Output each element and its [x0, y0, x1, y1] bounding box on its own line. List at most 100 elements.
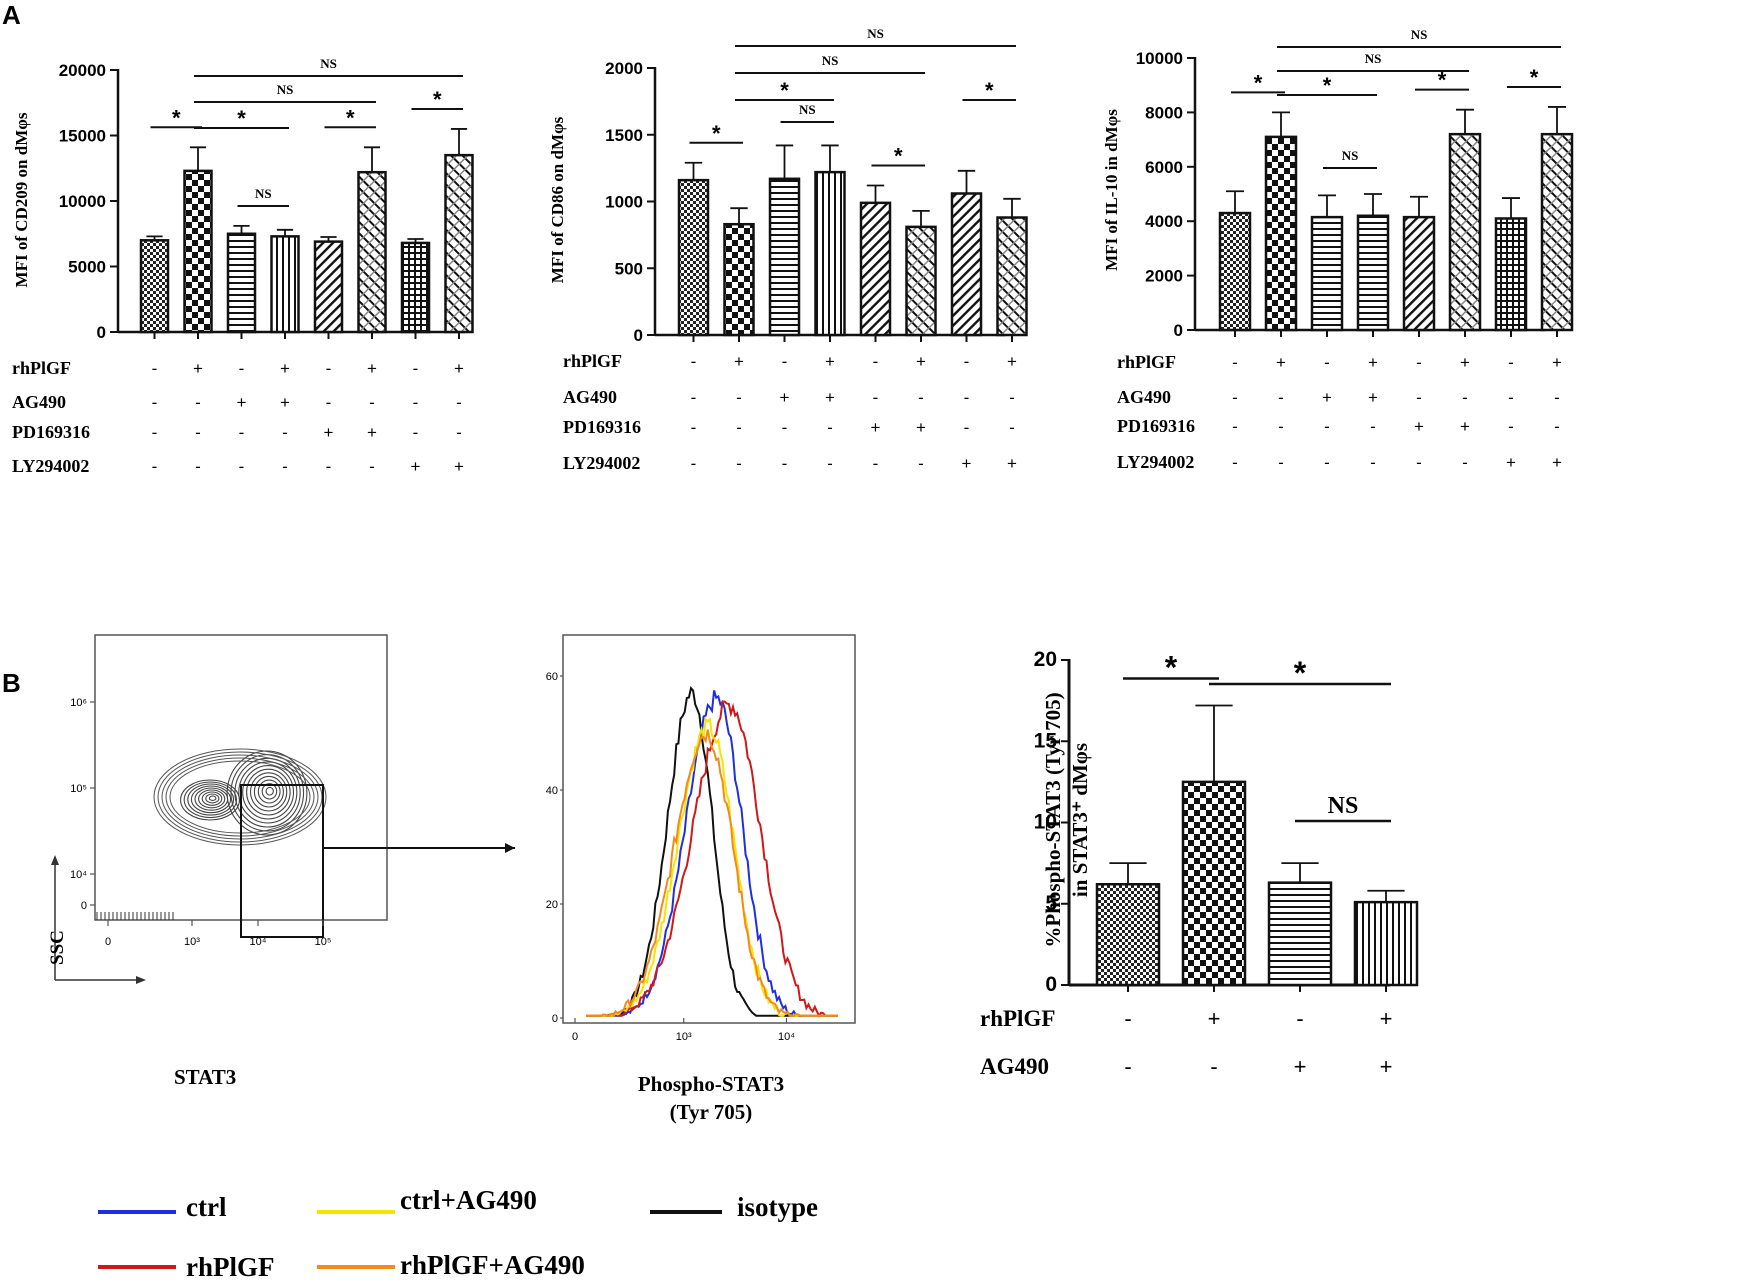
- bar: [1448, 132, 1482, 332]
- factor-sign: -: [1296, 1006, 1303, 1031]
- factor-sign: -: [1324, 417, 1330, 436]
- factor-sign: +: [1294, 1054, 1307, 1079]
- factor-sign: -: [1416, 388, 1422, 407]
- significance-label: NS: [867, 26, 884, 41]
- y-axis-label: %Phospho-STAT3 (Tyr 705): [1041, 692, 1065, 947]
- legend-label-ctrl-ag490: ctrl+AG490: [400, 1185, 537, 1215]
- factor-sign: -: [736, 418, 742, 437]
- factor-sign: -: [782, 418, 788, 437]
- bar: [723, 222, 755, 337]
- factor-sign: -: [1462, 453, 1468, 472]
- histogram-frame: [562, 634, 856, 1024]
- factor-sign: -: [873, 352, 879, 371]
- significance-label: *: [1323, 73, 1332, 98]
- significance-label: *: [894, 143, 903, 168]
- factor-sign: +: [1208, 1006, 1221, 1031]
- factor-sign: -: [1370, 453, 1376, 472]
- contour-line: [253, 775, 284, 808]
- y-axis-label: MFI of IL-10 in dMφs: [1102, 109, 1121, 271]
- factor-sign: -: [239, 457, 245, 476]
- y-tick-label: 5000: [68, 258, 106, 277]
- significance-label: *: [985, 78, 994, 103]
- bar: [444, 153, 474, 334]
- factor-sign: -: [1232, 417, 1238, 436]
- factor-sign: -: [1324, 453, 1330, 472]
- bar: [357, 170, 387, 334]
- contour-line: [183, 781, 238, 819]
- factor-sign: -: [1508, 353, 1514, 372]
- y-tick-label: 5: [1045, 892, 1057, 915]
- factor-sign: -: [873, 454, 879, 473]
- significance-label: NS: [277, 82, 294, 97]
- bar: [996, 216, 1028, 337]
- factor-sign: -: [152, 359, 158, 378]
- factor-label: LY294002: [1117, 452, 1194, 472]
- bar: [1181, 780, 1247, 987]
- y-tick-label: 1000: [605, 193, 643, 212]
- bar: [1267, 881, 1333, 987]
- bar: [400, 241, 431, 334]
- y-tick-label: 15000: [59, 127, 106, 146]
- factor-sign: +: [1007, 454, 1017, 473]
- y-tick-label: 0: [634, 326, 643, 345]
- factor-label: AG490: [12, 392, 66, 412]
- histogram-curve-rhPlGF+AG490: [586, 729, 838, 1017]
- factor-sign: +: [825, 388, 835, 407]
- factor-label: PD169316: [1117, 416, 1195, 436]
- y-tick-label: 1500: [605, 126, 643, 145]
- factor-sign: -: [456, 393, 462, 412]
- factor-label: AG490: [980, 1054, 1049, 1079]
- contour-line: [242, 764, 295, 820]
- factor-sign: -: [1324, 353, 1330, 372]
- factor-sign: -: [1554, 388, 1560, 407]
- y-tick-label: 8000: [1145, 103, 1183, 122]
- panel-letter-b: B: [2, 668, 21, 698]
- factor-sign: -: [413, 359, 419, 378]
- bar: [1310, 215, 1344, 332]
- factor-label: AG490: [563, 387, 617, 407]
- factor-sign: -: [1554, 417, 1560, 436]
- factor-sign: +: [1368, 353, 1378, 372]
- histogram-xlabel: Phospho-STAT3: [638, 1072, 784, 1096]
- bar: [1095, 883, 1161, 987]
- factor-sign: +: [1552, 353, 1562, 372]
- factor-label: PD169316: [12, 422, 90, 442]
- factor-sign: +: [1322, 388, 1332, 407]
- factor-sign: -: [326, 359, 332, 378]
- gating-y-tick-label: 10⁵: [70, 783, 87, 795]
- factor-sign: -: [413, 423, 419, 442]
- factor-sign: +: [780, 388, 790, 407]
- significance-label: *: [1438, 68, 1447, 93]
- y-tick-label: 2000: [1145, 267, 1183, 286]
- factor-sign: -: [918, 388, 924, 407]
- ssc-axis-arrow-head: [51, 855, 59, 865]
- factor-sign: -: [691, 418, 697, 437]
- factor-sign: -: [326, 393, 332, 412]
- factor-label: LY294002: [12, 456, 89, 476]
- significance-label: NS: [1328, 793, 1359, 819]
- factor-sign: -: [239, 359, 245, 378]
- gating-x-tick-label: 10⁵: [315, 936, 332, 948]
- gating-plot: 0 10³ 10⁴ 10⁵ 0 10⁴ 10⁵ 10⁶: [51, 634, 515, 984]
- chart-phospho-stat3: 0 5 10 15 20 %Phospho-STAT3 (Tyr 705) in STAT3…: [980, 648, 1419, 1079]
- contour-line: [265, 786, 274, 796]
- y-tick-label: 0: [97, 323, 106, 342]
- factor-sign: -: [1232, 453, 1238, 472]
- contour-line: [187, 783, 235, 816]
- contour-line: [234, 757, 301, 828]
- histogram-x-tick-label: 0: [572, 1031, 578, 1043]
- histogram-y-tick-label: 0: [552, 1013, 558, 1025]
- bar: [270, 235, 300, 334]
- factor-sign: -: [195, 457, 201, 476]
- factor-label: AG490: [1117, 387, 1171, 407]
- gating-x-tick-label: 10⁴: [250, 936, 267, 948]
- significance-label: *: [712, 121, 721, 146]
- factor-sign: +: [1007, 352, 1017, 371]
- bar: [768, 177, 801, 337]
- factor-sign: +: [1414, 417, 1424, 436]
- factor-sign: -: [918, 454, 924, 473]
- factor-sign: -: [1508, 388, 1514, 407]
- factor-sign: -: [195, 423, 201, 442]
- stat3-axis-arrow-head: [136, 976, 146, 984]
